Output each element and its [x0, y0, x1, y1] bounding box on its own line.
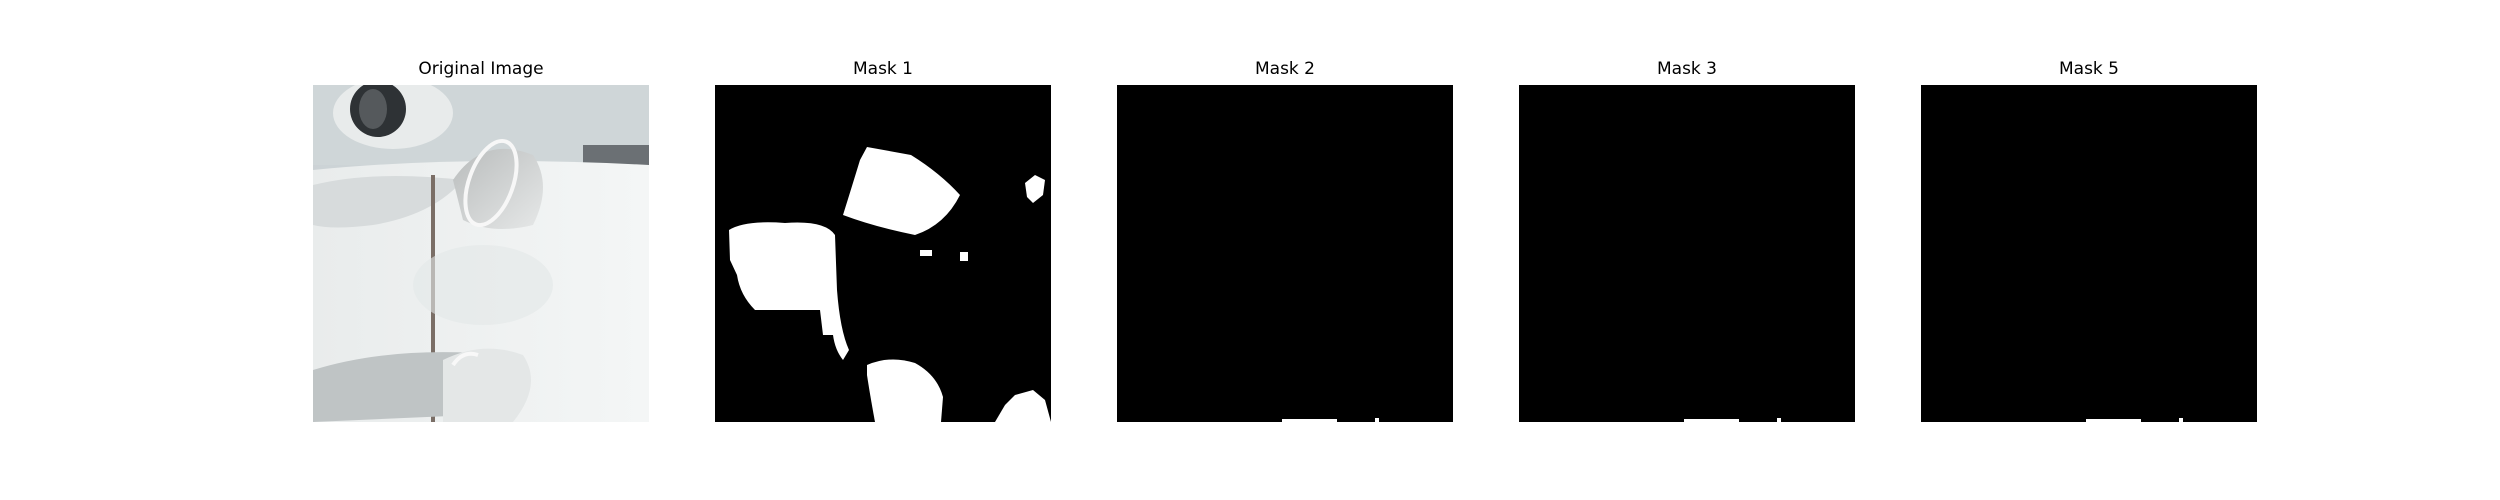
mask-2-image [1117, 85, 1453, 422]
mask-3-bitmap [1519, 85, 1855, 422]
mask-5-bitmap [1921, 85, 2257, 422]
original-image-photo [313, 85, 649, 422]
panel-title: Mask 3 [1656, 59, 1717, 79]
original-image [313, 85, 649, 422]
mask-2-bitmap [1117, 85, 1453, 422]
panel-mask-2: Mask 2 [1117, 0, 1453, 500]
mask-3-image [1519, 85, 1855, 422]
mask-1-image [715, 85, 1051, 422]
panel-mask-3: Mask 3 [1519, 0, 1855, 500]
panel-mask-1: Mask 1 [715, 0, 1051, 500]
panel-mask-5: Mask 5 [1921, 0, 2257, 500]
panel-title: Original Image [418, 59, 544, 79]
panel-title: Mask 5 [2058, 59, 2119, 79]
mask-5-image [1921, 85, 2257, 422]
panel-original-image: Original Image [313, 0, 649, 500]
panel-title: Mask 2 [1254, 59, 1315, 79]
panel-title: Mask 1 [852, 59, 913, 79]
mask-1-bitmap [715, 85, 1051, 422]
